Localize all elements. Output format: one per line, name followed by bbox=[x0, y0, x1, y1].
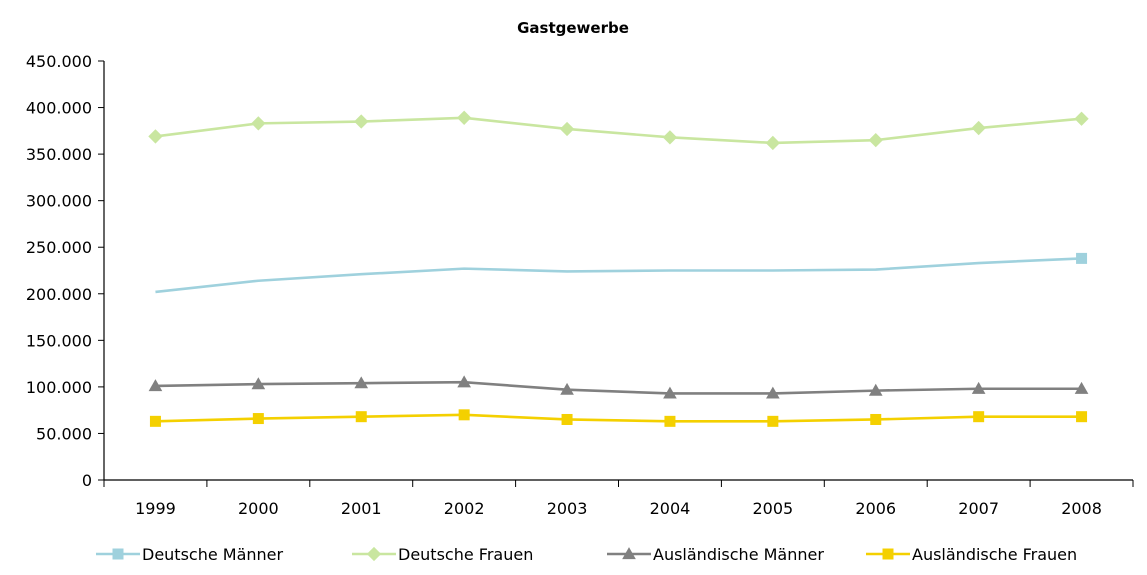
data-point bbox=[766, 386, 780, 399]
data-point bbox=[148, 379, 163, 392]
data-point bbox=[148, 129, 163, 144]
legend-item: Ausländische Frauen bbox=[866, 545, 1077, 564]
legend-label: Ausländische Frauen bbox=[912, 545, 1077, 564]
data-point bbox=[251, 377, 266, 390]
data-point bbox=[559, 121, 575, 137]
axes: 0 50.000 100.000 150.000 200.000 250.000 300.0… bbox=[26, 52, 1134, 518]
data-point bbox=[868, 132, 883, 148]
x-tick-label: 2004 bbox=[650, 499, 691, 518]
x-tick-label: 2007 bbox=[958, 499, 999, 518]
data-point bbox=[971, 120, 986, 136]
x-tick-label: 2001 bbox=[341, 499, 382, 518]
data-point bbox=[149, 415, 161, 427]
series-line bbox=[155, 380, 1082, 395]
legend-label: Deutsche Männer bbox=[142, 545, 284, 564]
legend-swatch-marker bbox=[112, 548, 124, 560]
data-point bbox=[560, 382, 574, 395]
x-tick-label: 2008 bbox=[1061, 499, 1102, 518]
data-point bbox=[354, 114, 369, 129]
x-tick-label: 2005 bbox=[752, 499, 793, 518]
series-3 bbox=[148, 375, 1089, 399]
legend-label: Deutsche Frauen bbox=[398, 545, 533, 564]
data-point bbox=[252, 413, 264, 425]
x-tick-label: 2003 bbox=[547, 499, 588, 518]
data-point bbox=[355, 411, 367, 423]
data-point bbox=[1074, 111, 1089, 126]
y-tick-label: 50.000 bbox=[36, 424, 92, 443]
y-tick-label: 200.000 bbox=[26, 285, 92, 304]
y-tick-label: 450.000 bbox=[26, 52, 92, 71]
data-point bbox=[1076, 252, 1088, 264]
data-point bbox=[973, 411, 985, 423]
y-tick-label: 300.000 bbox=[26, 192, 92, 211]
legend-swatch-marker bbox=[622, 547, 636, 560]
legend-label: Ausländische Männer bbox=[653, 545, 824, 564]
legend-item: Deutsche Männer bbox=[96, 545, 284, 564]
y-tick-label: 250.000 bbox=[26, 238, 92, 257]
data-point bbox=[1074, 381, 1089, 394]
chart-title: Gastgewerbe bbox=[517, 19, 629, 37]
data-point bbox=[663, 386, 677, 399]
x-tick-label: 2000 bbox=[238, 499, 279, 518]
data-point bbox=[457, 375, 471, 388]
data-point bbox=[765, 135, 780, 151]
data-point bbox=[767, 415, 779, 427]
data-point bbox=[868, 383, 883, 396]
series-line bbox=[155, 116, 1082, 145]
series-2 bbox=[148, 110, 1089, 151]
x-tick-label: 2006 bbox=[855, 499, 896, 518]
series-line bbox=[155, 257, 1082, 294]
x-tick-label: 1999 bbox=[135, 499, 176, 518]
series-line bbox=[155, 413, 1082, 423]
data-point bbox=[457, 110, 472, 125]
y-tick-label: 150.000 bbox=[26, 331, 92, 350]
data-point bbox=[561, 413, 573, 425]
series-4 bbox=[149, 409, 1088, 427]
data-point bbox=[354, 376, 369, 389]
data-point bbox=[870, 413, 882, 425]
legend: Deutsche Männer Deutsche Frauen Ausländisc… bbox=[96, 545, 1077, 564]
series-1 bbox=[155, 252, 1088, 294]
data-point bbox=[971, 381, 986, 394]
data-point bbox=[664, 415, 676, 427]
y-tick-label: 0 bbox=[82, 471, 92, 490]
x-tick-label: 2002 bbox=[444, 499, 485, 518]
y-tick-label: 400.000 bbox=[26, 99, 92, 118]
legend-item: Deutsche Frauen bbox=[352, 545, 533, 564]
legend-swatch-marker bbox=[366, 546, 382, 562]
y-tick-label: 100.000 bbox=[26, 378, 92, 397]
data-point bbox=[251, 116, 266, 131]
data-point bbox=[662, 130, 678, 145]
legend-item: Ausländische Männer bbox=[607, 545, 824, 564]
series-layer bbox=[148, 110, 1089, 427]
legend-swatch-marker bbox=[882, 548, 894, 560]
y-tick-label: 350.000 bbox=[26, 145, 92, 164]
data-point bbox=[458, 409, 470, 421]
data-point bbox=[1076, 411, 1088, 423]
